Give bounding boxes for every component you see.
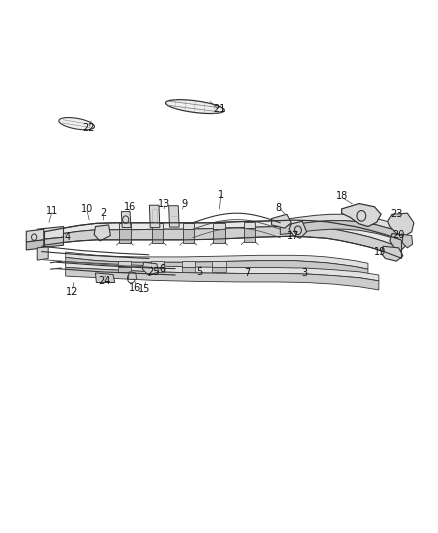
Polygon shape	[280, 214, 403, 235]
Polygon shape	[183, 223, 194, 229]
Polygon shape	[402, 235, 413, 248]
Text: 16: 16	[129, 283, 141, 293]
Polygon shape	[151, 261, 164, 266]
Text: 8: 8	[275, 203, 281, 213]
Text: 16: 16	[124, 202, 137, 212]
Polygon shape	[381, 246, 403, 261]
Text: 11: 11	[46, 206, 59, 215]
Polygon shape	[388, 213, 414, 236]
Polygon shape	[94, 225, 110, 241]
Text: 10: 10	[81, 205, 93, 214]
Text: 25: 25	[147, 267, 159, 277]
Polygon shape	[37, 247, 48, 260]
Polygon shape	[212, 266, 226, 272]
Polygon shape	[59, 118, 95, 130]
Polygon shape	[44, 226, 401, 258]
Polygon shape	[152, 229, 163, 243]
Polygon shape	[66, 257, 368, 277]
Polygon shape	[118, 266, 131, 272]
Polygon shape	[289, 221, 307, 238]
Text: 24: 24	[98, 276, 110, 286]
Polygon shape	[149, 205, 160, 228]
Text: 23: 23	[390, 209, 403, 219]
Text: 4: 4	[65, 232, 71, 242]
Polygon shape	[66, 262, 379, 281]
Polygon shape	[26, 229, 44, 242]
Polygon shape	[26, 240, 44, 250]
Polygon shape	[182, 261, 195, 266]
Polygon shape	[119, 223, 131, 229]
Polygon shape	[151, 266, 164, 272]
Text: 9: 9	[181, 199, 187, 209]
Text: 20: 20	[392, 230, 405, 239]
Text: 2: 2	[100, 208, 106, 218]
Polygon shape	[66, 252, 368, 269]
Text: 3: 3	[301, 268, 307, 278]
Text: 7: 7	[244, 268, 251, 278]
Polygon shape	[44, 220, 401, 248]
Polygon shape	[95, 273, 115, 282]
Text: 17: 17	[287, 231, 300, 240]
Polygon shape	[119, 229, 131, 243]
Polygon shape	[342, 204, 381, 227]
Text: 12: 12	[66, 287, 78, 297]
Text: 19: 19	[374, 247, 386, 257]
Polygon shape	[152, 223, 163, 229]
Text: 6: 6	[159, 264, 165, 274]
Polygon shape	[213, 229, 225, 243]
Polygon shape	[244, 222, 255, 228]
Polygon shape	[272, 214, 291, 228]
Polygon shape	[169, 206, 179, 227]
Polygon shape	[142, 262, 159, 276]
Text: 21: 21	[214, 104, 226, 114]
Polygon shape	[280, 221, 403, 244]
Polygon shape	[183, 229, 194, 243]
Text: 5: 5	[196, 267, 202, 277]
Text: 15: 15	[138, 284, 150, 294]
Polygon shape	[182, 266, 195, 272]
Polygon shape	[121, 212, 131, 228]
Text: 22: 22	[82, 123, 95, 133]
Polygon shape	[128, 272, 137, 279]
Polygon shape	[37, 237, 64, 248]
Polygon shape	[66, 268, 379, 290]
Polygon shape	[166, 100, 224, 114]
Polygon shape	[213, 223, 225, 229]
Polygon shape	[37, 227, 64, 240]
Text: 1: 1	[218, 190, 224, 199]
Text: 13: 13	[158, 199, 170, 209]
Polygon shape	[118, 261, 131, 266]
Text: 18: 18	[336, 191, 348, 201]
Polygon shape	[212, 261, 226, 266]
Polygon shape	[244, 228, 255, 242]
Polygon shape	[390, 233, 407, 251]
